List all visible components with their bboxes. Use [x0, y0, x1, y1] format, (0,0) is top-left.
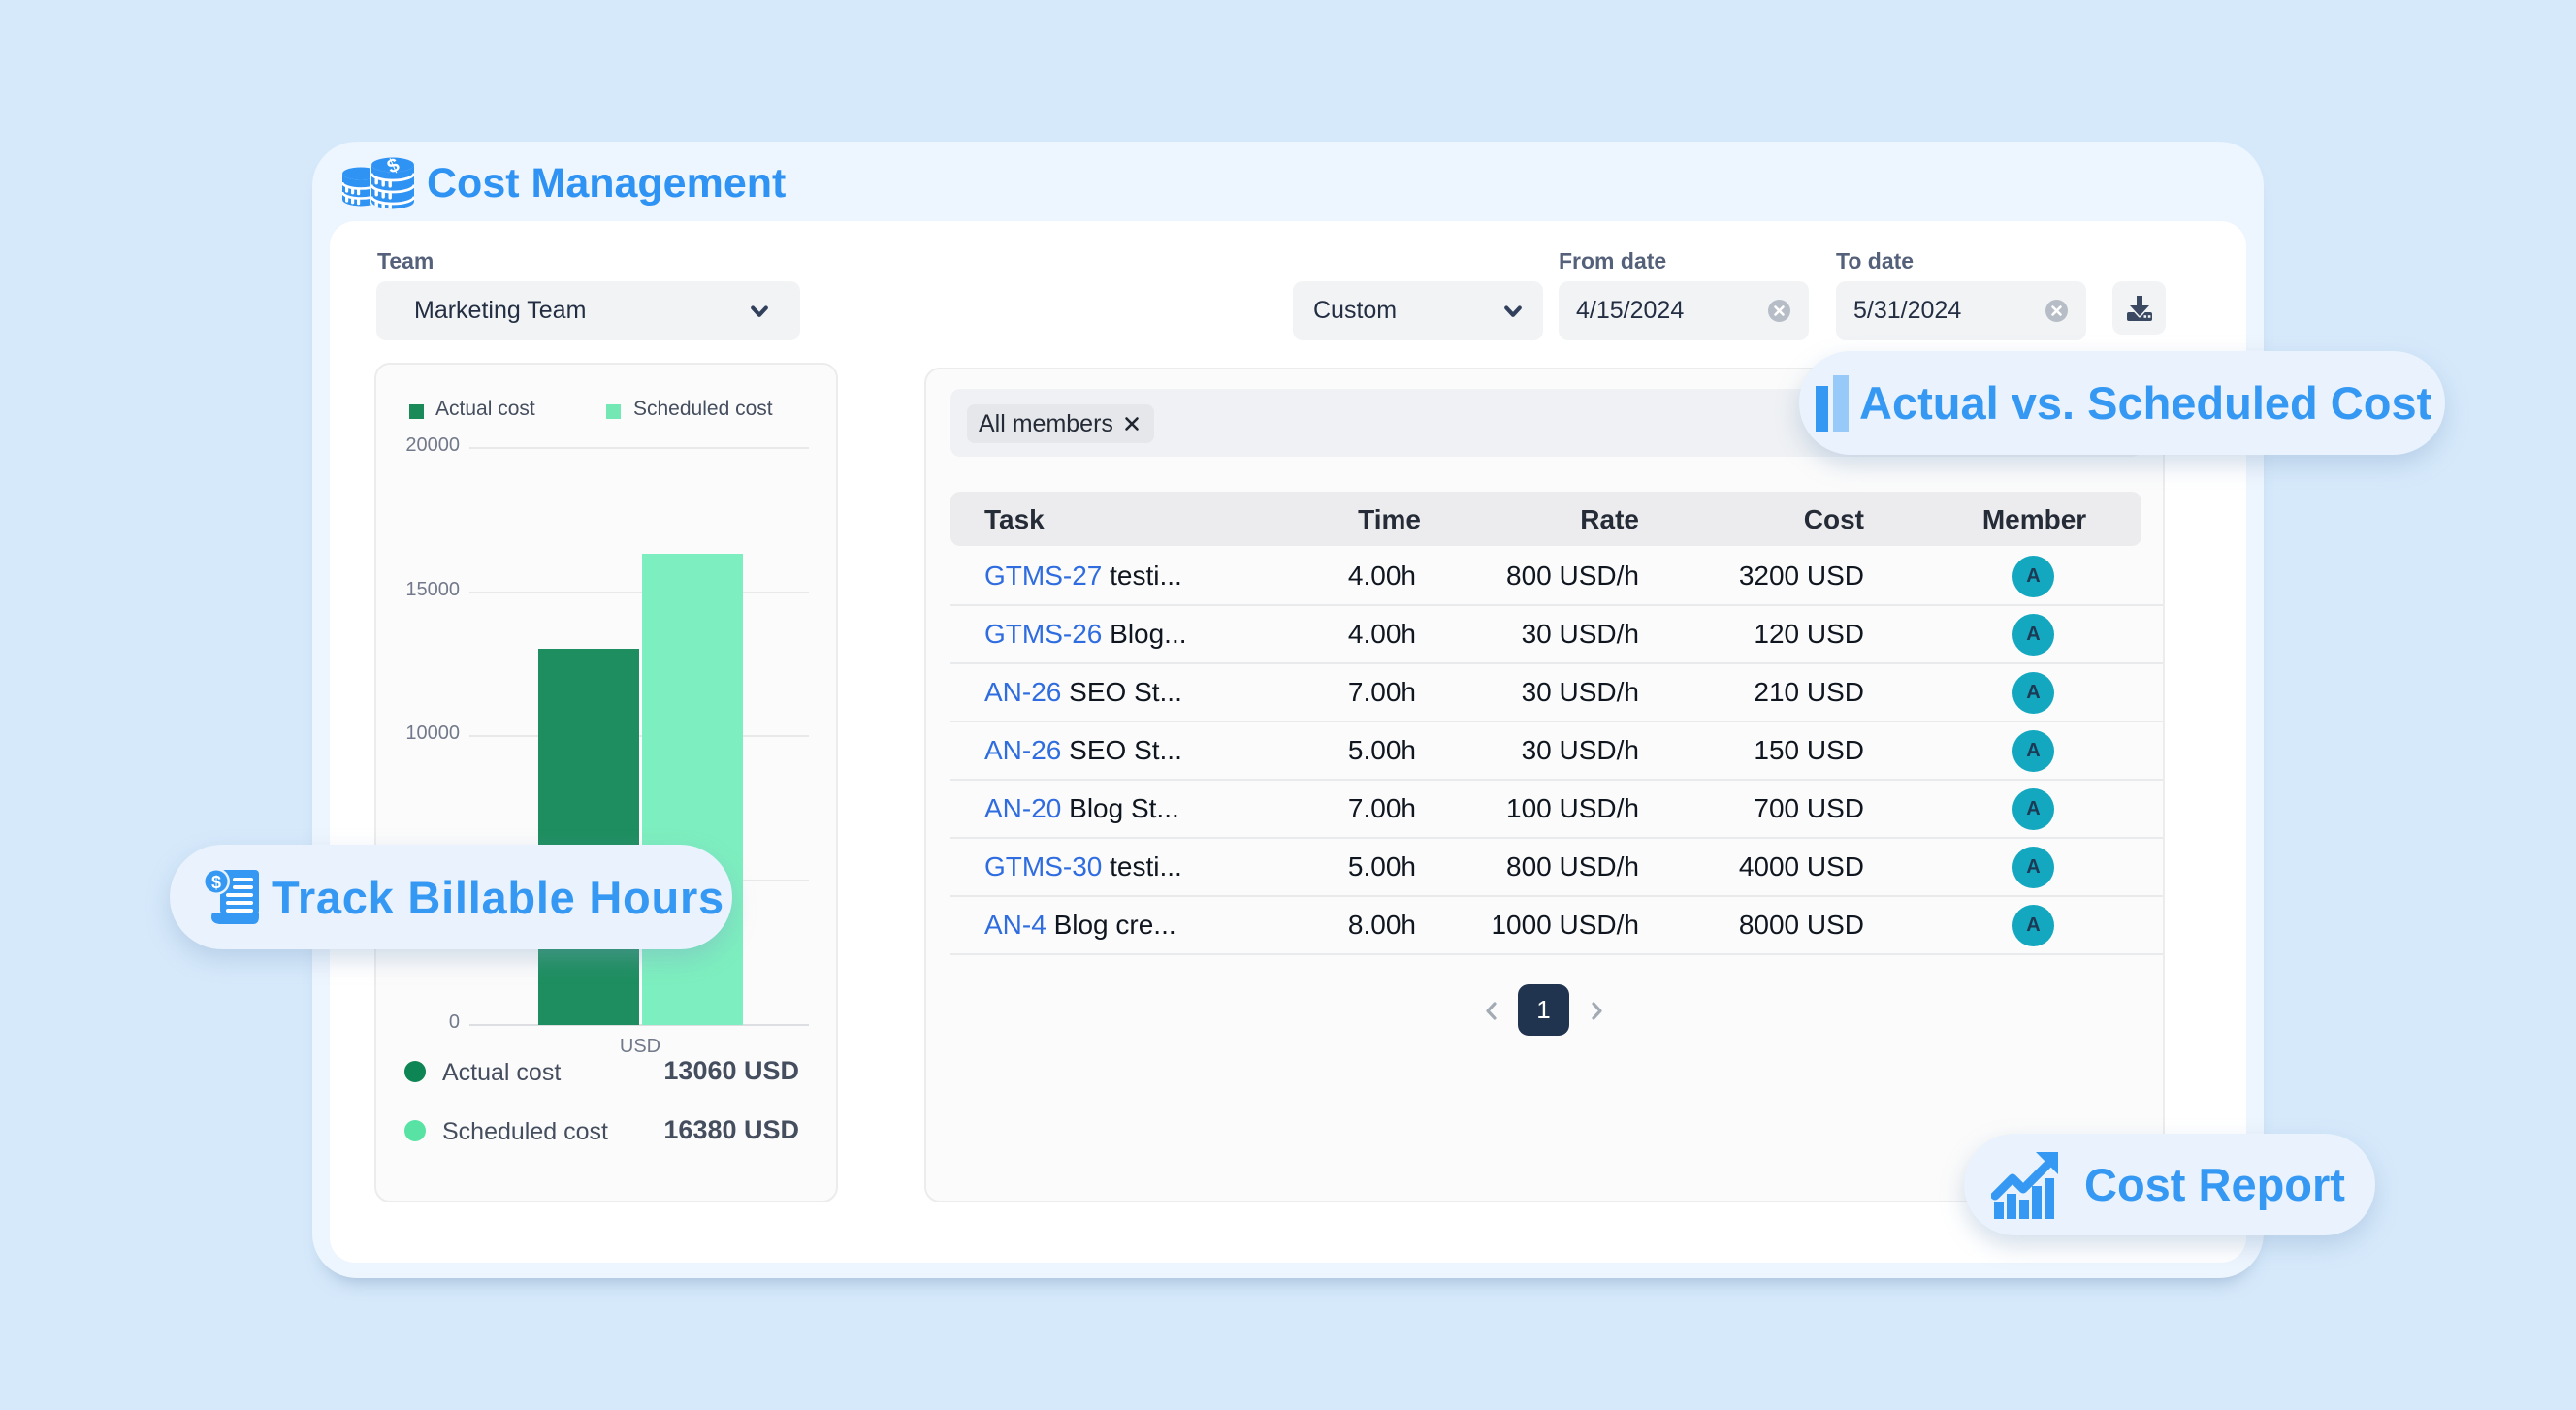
svg-text:$: $	[211, 873, 221, 892]
